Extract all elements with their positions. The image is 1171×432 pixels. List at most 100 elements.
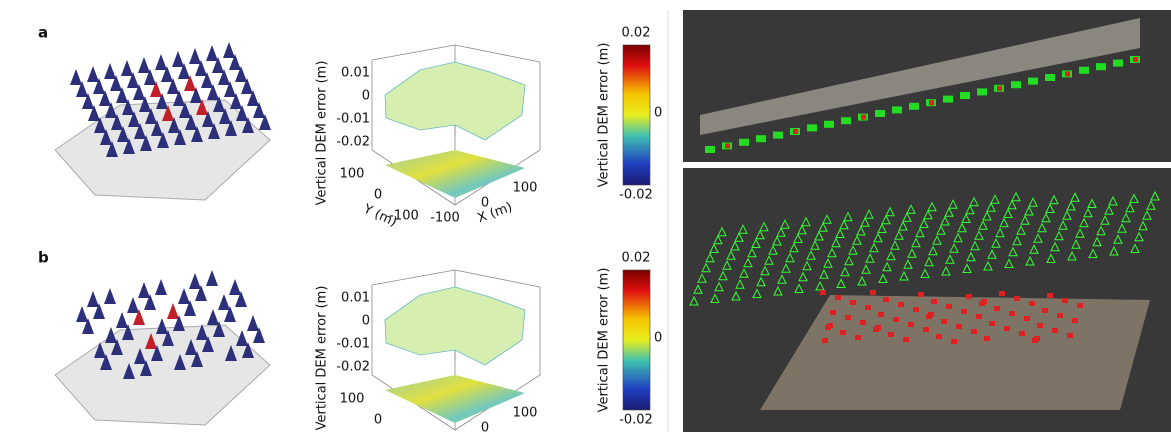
cone	[195, 60, 207, 76]
cone	[179, 102, 191, 118]
camera-marker	[977, 88, 987, 96]
camera-marker	[752, 288, 762, 298]
cone	[155, 279, 167, 295]
camera-marker-red	[1077, 303, 1083, 308]
camera-marker	[735, 279, 745, 289]
camera-marker	[734, 232, 744, 242]
camera-marker	[882, 261, 892, 272]
camera-marker	[948, 199, 958, 209]
cone	[155, 54, 167, 70]
camera-marker	[773, 131, 783, 139]
camera-marker	[987, 249, 997, 259]
camera-marker	[965, 204, 975, 215]
z-tick-label: -0.02	[336, 135, 370, 150]
cone	[111, 339, 123, 355]
camera-marker-red	[971, 329, 977, 334]
y-axis-title: Y (m)	[360, 201, 399, 230]
camera-marker-red	[936, 334, 942, 339]
colorbar-tick-label: -0.02	[619, 188, 653, 203]
cone	[173, 90, 185, 106]
camera-marker	[1045, 203, 1055, 213]
camera-marker	[885, 206, 895, 217]
cone	[191, 126, 203, 142]
cone	[93, 78, 105, 94]
camera-marker-red	[976, 314, 982, 319]
camera-marker	[920, 268, 930, 278]
camera-marker	[824, 120, 834, 128]
camera-marker	[1007, 199, 1017, 210]
axis-box	[454, 269, 541, 288]
camera-marker-red	[725, 143, 730, 149]
camera-marker	[1096, 63, 1106, 71]
camera-marker-red	[870, 290, 876, 295]
camera-marker	[807, 124, 817, 132]
camera-marker	[1150, 190, 1160, 201]
cone	[206, 45, 218, 61]
camera-marker	[1075, 228, 1085, 238]
cone	[196, 99, 208, 115]
cone	[144, 69, 156, 85]
camera-marker	[848, 245, 858, 255]
z-tick-label: 0	[362, 314, 370, 329]
cone	[218, 294, 230, 310]
camera-marker	[701, 262, 711, 273]
camera-marker-red	[827, 323, 833, 328]
cone	[236, 330, 248, 346]
camera-marker	[919, 218, 929, 228]
camera-marker	[1033, 233, 1043, 243]
cone	[145, 108, 157, 124]
camera-marker-red	[994, 306, 1000, 311]
camera-marker-red	[1133, 57, 1138, 62]
camera-marker	[960, 92, 970, 99]
camera-marker	[857, 275, 867, 286]
cone	[189, 273, 201, 289]
cone	[207, 84, 219, 100]
camera-marker-red	[888, 332, 894, 337]
camera-marker-red	[830, 310, 836, 315]
colorbar-tick-label: 0.02	[622, 251, 651, 266]
camera-marker-red	[946, 304, 952, 309]
camera-marker	[949, 243, 959, 253]
cone	[100, 129, 112, 145]
camera-marker	[738, 224, 748, 234]
camera-marker	[873, 232, 883, 243]
camera-marker	[810, 240, 820, 250]
camera-marker	[1025, 255, 1035, 266]
camera-marker	[966, 251, 976, 262]
camera-marker-red	[860, 320, 866, 325]
camera-marker	[806, 250, 816, 260]
cone	[139, 96, 151, 112]
cone	[230, 93, 242, 109]
camera-marker-red	[929, 100, 934, 106]
x-tick-label: 0	[481, 421, 489, 432]
camera-marker	[898, 220, 908, 231]
camera-marker-red	[793, 129, 798, 134]
camera-marker	[776, 227, 786, 237]
camera-marker-red	[1019, 331, 1025, 336]
cone	[223, 42, 235, 58]
cone	[247, 315, 259, 331]
camera-marker	[760, 265, 770, 276]
camera-marker-red	[1009, 311, 1015, 316]
camera-marker	[932, 235, 942, 245]
camera-marker	[836, 278, 846, 288]
camera-marker	[759, 221, 769, 232]
camera-marker	[944, 207, 954, 217]
camera-marker	[743, 257, 753, 268]
camera-marker	[713, 234, 723, 245]
cone	[140, 135, 152, 151]
cone	[121, 60, 133, 76]
cone	[207, 309, 219, 325]
cone	[224, 306, 236, 322]
camera-marker	[1041, 212, 1051, 223]
cone	[157, 132, 169, 148]
camera-marker	[756, 135, 766, 143]
cone	[122, 324, 134, 340]
cone	[88, 105, 100, 121]
cone	[127, 72, 139, 88]
colorbar-title: Vertical DEM error (m)	[597, 268, 612, 413]
cone	[93, 303, 105, 319]
cone	[247, 90, 259, 106]
y-tick-label: 100	[340, 167, 365, 182]
camera-marker	[1146, 200, 1156, 210]
